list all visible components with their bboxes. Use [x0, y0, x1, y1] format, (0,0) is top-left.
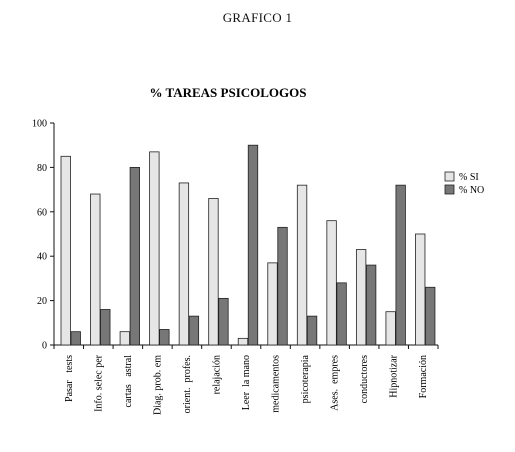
- y-tick-label: 60: [37, 207, 47, 218]
- y-tick-label: 20: [37, 296, 47, 307]
- category-label: Diag. prob. em: [152, 355, 163, 415]
- bar-si-12: [415, 233, 426, 346]
- chart-bars: [60, 144, 436, 346]
- y-tick-label: 80: [37, 163, 47, 174]
- bar-si-10: [355, 249, 367, 346]
- bar-no-3: [159, 329, 170, 346]
- category-label: Formación: [418, 355, 429, 398]
- bar-no-11: [395, 184, 406, 346]
- bar-no-10: [365, 264, 377, 346]
- bar-si-0: [60, 155, 71, 346]
- bar-no-1: [100, 309, 111, 346]
- category-label: relajación: [211, 355, 222, 394]
- category-labels: Pasar tests Info. selec per cartas astral D…: [64, 354, 429, 415]
- legend-label-1: % NO: [459, 185, 484, 196]
- category-label: Ases. empres: [330, 355, 341, 411]
- category-label: orient. profes.: [182, 355, 193, 413]
- bar-si-1: [90, 193, 101, 346]
- bar-no-2: [129, 166, 140, 346]
- bar-si-7: [267, 262, 278, 346]
- bar-no-0: [70, 331, 81, 346]
- bar-si-3: [149, 151, 160, 346]
- y-tick-label: 100: [32, 119, 47, 130]
- bar-no-8: [306, 315, 318, 346]
- bar-si-2: [119, 331, 130, 346]
- y-tick-label: 0: [42, 341, 47, 352]
- bar-si-6: [237, 337, 249, 346]
- bar-no-9: [336, 282, 347, 346]
- category-label: Pasar tests: [64, 355, 75, 402]
- category-label: psicoterapia: [300, 354, 311, 403]
- category-label: conductores: [359, 355, 370, 403]
- legend-label-0: % SI: [459, 172, 479, 183]
- bar-no-5: [218, 297, 229, 346]
- bar-si-8: [296, 184, 308, 346]
- bar-no-6: [247, 144, 259, 346]
- bar-no-12: [425, 286, 436, 346]
- chart-legend: % SI % NO: [444, 171, 484, 196]
- bar-si-5: [208, 198, 219, 346]
- category-label: Leer la mano: [241, 355, 252, 410]
- bar-no-4: [188, 315, 200, 346]
- category-label: cartas astral: [123, 355, 134, 408]
- legend-swatch-1: [444, 184, 455, 195]
- bar-si-9: [326, 220, 337, 346]
- legend-swatch-0: [444, 171, 455, 182]
- chart-title: % TAREAS PSICOLOGOS: [149, 85, 306, 100]
- category-label: Info. selec per: [93, 354, 104, 412]
- category-label: Hipnotizar: [389, 354, 400, 397]
- category-label: medicamentos: [271, 355, 282, 413]
- page-heading: GRAFICO 1: [222, 10, 293, 25]
- bar-si-4: [178, 182, 190, 346]
- bar-si-11: [385, 311, 396, 346]
- y-tick-label: 40: [37, 252, 47, 263]
- bar-no-7: [277, 226, 288, 346]
